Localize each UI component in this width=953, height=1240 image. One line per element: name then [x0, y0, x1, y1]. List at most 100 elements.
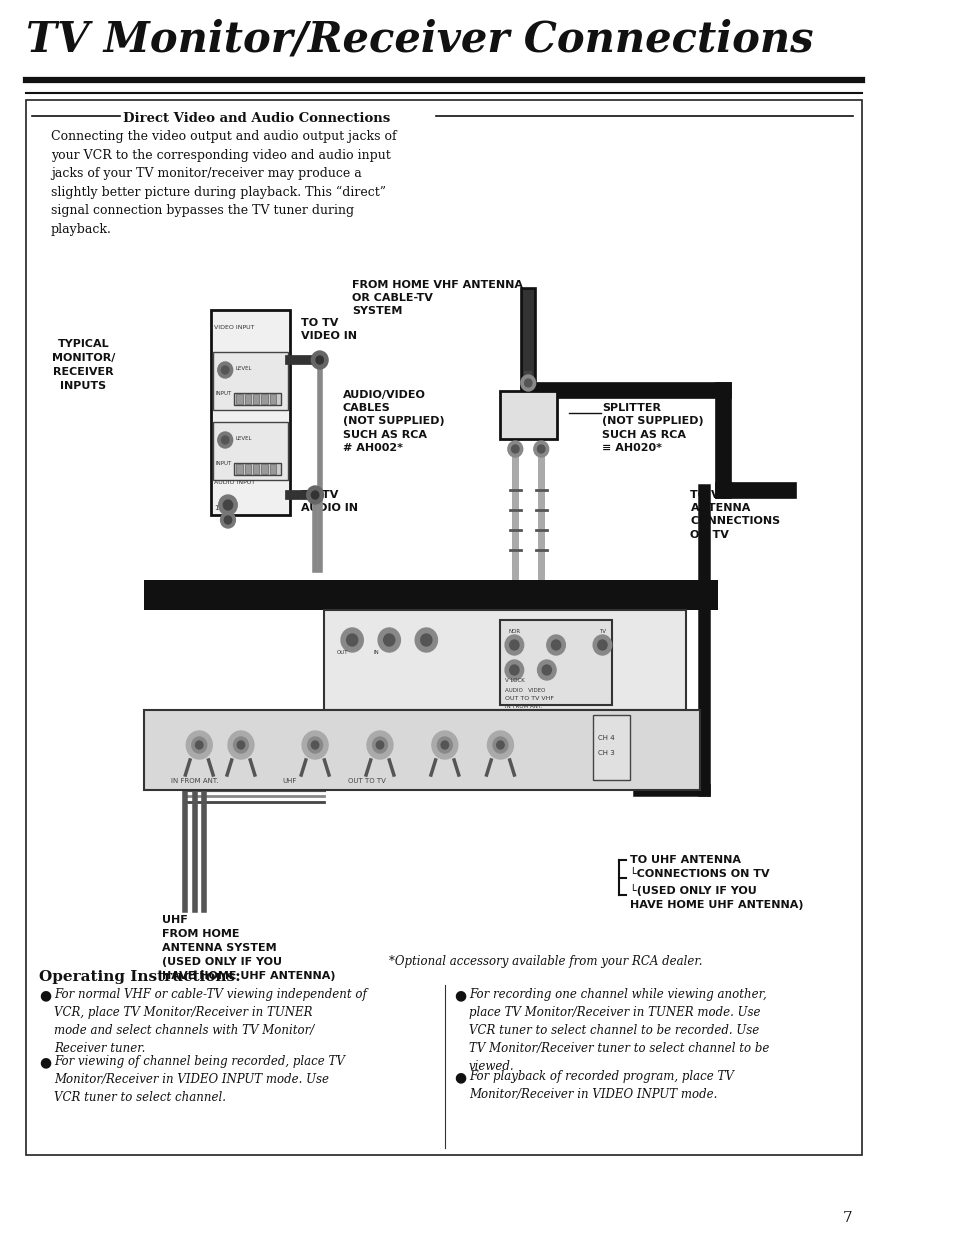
- Circle shape: [192, 737, 207, 753]
- Text: Operating Instructions:: Operating Instructions:: [39, 970, 240, 985]
- Text: OUT TO TV VHF: OUT TO TV VHF: [504, 696, 554, 701]
- Circle shape: [224, 516, 232, 525]
- Circle shape: [308, 737, 322, 753]
- Circle shape: [497, 742, 503, 749]
- Bar: [236, 464, 243, 474]
- Text: CH 3: CH 3: [598, 750, 614, 756]
- Circle shape: [509, 665, 518, 675]
- Circle shape: [195, 742, 203, 749]
- Text: TO VHF
ANTENNA
CONNECTIONS
ON TV: TO VHF ANTENNA CONNECTIONS ON TV: [690, 490, 780, 539]
- Text: TV Monitor/Receiver Connections: TV Monitor/Receiver Connections: [26, 19, 813, 60]
- Text: UHF
FROM HOME
ANTENNA SYSTEM
(USED ONLY IF YOU
HAVE HOME UHF ANTENNA): UHF FROM HOME ANTENNA SYSTEM (USED ONLY …: [162, 915, 335, 981]
- Text: OUT TO TV: OUT TO TV: [347, 777, 385, 784]
- Text: V LOCK: V LOCK: [504, 678, 524, 683]
- Text: For recording one channel while viewing another,
place TV Monitor/Receiver in TU: For recording one channel while viewing …: [469, 988, 768, 1073]
- Bar: [244, 464, 251, 474]
- Text: VIDEO INPUT: VIDEO INPUT: [213, 325, 254, 330]
- Bar: [253, 394, 259, 404]
- Circle shape: [228, 732, 253, 759]
- Text: For normal VHF or cable-TV viewing independent of
VCR, place TV Monitor/Receiver: For normal VHF or cable-TV viewing indep…: [53, 988, 366, 1055]
- Text: AUDIO INPUT: AUDIO INPUT: [213, 480, 255, 485]
- Circle shape: [383, 634, 395, 646]
- Text: AUDIO   VIDEO: AUDIO VIDEO: [504, 688, 545, 693]
- Circle shape: [593, 635, 611, 655]
- Circle shape: [420, 634, 432, 646]
- Circle shape: [221, 436, 229, 444]
- Text: FROM HOME VHF ANTENNA
OR CABLE-TV
SYSTEM: FROM HOME VHF ANTENNA OR CABLE-TV SYSTEM: [352, 280, 522, 316]
- Bar: [499, 391, 557, 439]
- Bar: [253, 464, 259, 474]
- Bar: [26, 100, 861, 1154]
- Text: ●: ●: [454, 1070, 466, 1084]
- Text: ●: ●: [454, 988, 466, 1002]
- Text: LEVEL: LEVEL: [235, 435, 252, 440]
- Circle shape: [311, 742, 318, 749]
- Text: TO TV
AUDIO IN: TO TV AUDIO IN: [301, 490, 357, 513]
- Circle shape: [233, 737, 248, 753]
- Text: IN FROM ANT.: IN FROM ANT.: [504, 704, 541, 709]
- Circle shape: [367, 732, 393, 759]
- Circle shape: [311, 351, 328, 370]
- Bar: [213, 422, 288, 480]
- Circle shape: [237, 742, 244, 749]
- Circle shape: [373, 737, 387, 753]
- Text: OUT: OUT: [336, 650, 348, 655]
- Bar: [270, 464, 275, 474]
- Bar: [324, 610, 685, 711]
- Text: For playback of recorded program, place TV
Monitor/Receiver in VIDEO INPUT mode.: For playback of recorded program, place …: [469, 1070, 733, 1101]
- Text: IN FROM ANT.: IN FROM ANT.: [172, 777, 219, 784]
- Circle shape: [311, 491, 318, 498]
- Text: Connecting the video output and audio output jacks of
your VCR to the correspond: Connecting the video output and audio ou…: [51, 130, 396, 236]
- Text: *Optional accessory available from your RCA dealer.: *Optional accessory available from your …: [389, 955, 702, 968]
- Text: INPUT: INPUT: [215, 461, 232, 466]
- Circle shape: [315, 356, 323, 365]
- Circle shape: [221, 366, 229, 374]
- Circle shape: [493, 737, 507, 753]
- Circle shape: [432, 732, 457, 759]
- Bar: [144, 580, 718, 610]
- Bar: [211, 310, 290, 515]
- Circle shape: [504, 660, 523, 680]
- Bar: [593, 715, 630, 780]
- Text: 7: 7: [842, 1211, 852, 1225]
- Circle shape: [507, 441, 522, 458]
- Circle shape: [186, 732, 212, 759]
- Text: For viewing of channel being recorded, place TV
Monitor/Receiver in VIDEO INPUT : For viewing of channel being recorded, p…: [53, 1055, 344, 1104]
- Text: Direct Video and Audio Connections: Direct Video and Audio Connections: [123, 113, 390, 125]
- Text: SIGNAL
SPLITTER
(NOT SUPPLIED)
SUCH AS RCA
≡ AH020*: SIGNAL SPLITTER (NOT SUPPLIED) SUCH AS R…: [601, 391, 703, 453]
- Text: TV: TV: [598, 629, 605, 634]
- Circle shape: [218, 495, 237, 515]
- Circle shape: [541, 665, 551, 675]
- Bar: [234, 393, 280, 405]
- Circle shape: [437, 737, 452, 753]
- Text: 1: 1: [213, 505, 218, 511]
- Text: NOR: NOR: [508, 629, 520, 634]
- Bar: [500, 620, 611, 706]
- Circle shape: [377, 627, 400, 652]
- Text: UHF: UHF: [282, 777, 296, 784]
- Circle shape: [537, 660, 556, 680]
- Circle shape: [415, 627, 437, 652]
- Circle shape: [504, 635, 523, 655]
- Text: CH 4: CH 4: [598, 735, 614, 742]
- Circle shape: [307, 486, 323, 503]
- Circle shape: [223, 500, 233, 510]
- Circle shape: [375, 742, 383, 749]
- Text: ●: ●: [39, 1055, 51, 1069]
- Circle shape: [546, 635, 565, 655]
- Bar: [270, 394, 275, 404]
- Circle shape: [217, 432, 233, 448]
- Circle shape: [440, 742, 448, 749]
- Circle shape: [220, 512, 235, 528]
- Text: ●: ●: [39, 988, 51, 1002]
- Circle shape: [534, 441, 548, 458]
- Circle shape: [509, 640, 518, 650]
- Bar: [213, 352, 288, 410]
- Text: IN: IN: [374, 650, 379, 655]
- Circle shape: [217, 362, 233, 378]
- Bar: [261, 464, 268, 474]
- Circle shape: [487, 732, 513, 759]
- Text: TO TV
VIDEO IN: TO TV VIDEO IN: [301, 317, 356, 341]
- Circle shape: [598, 640, 606, 650]
- Circle shape: [511, 445, 518, 453]
